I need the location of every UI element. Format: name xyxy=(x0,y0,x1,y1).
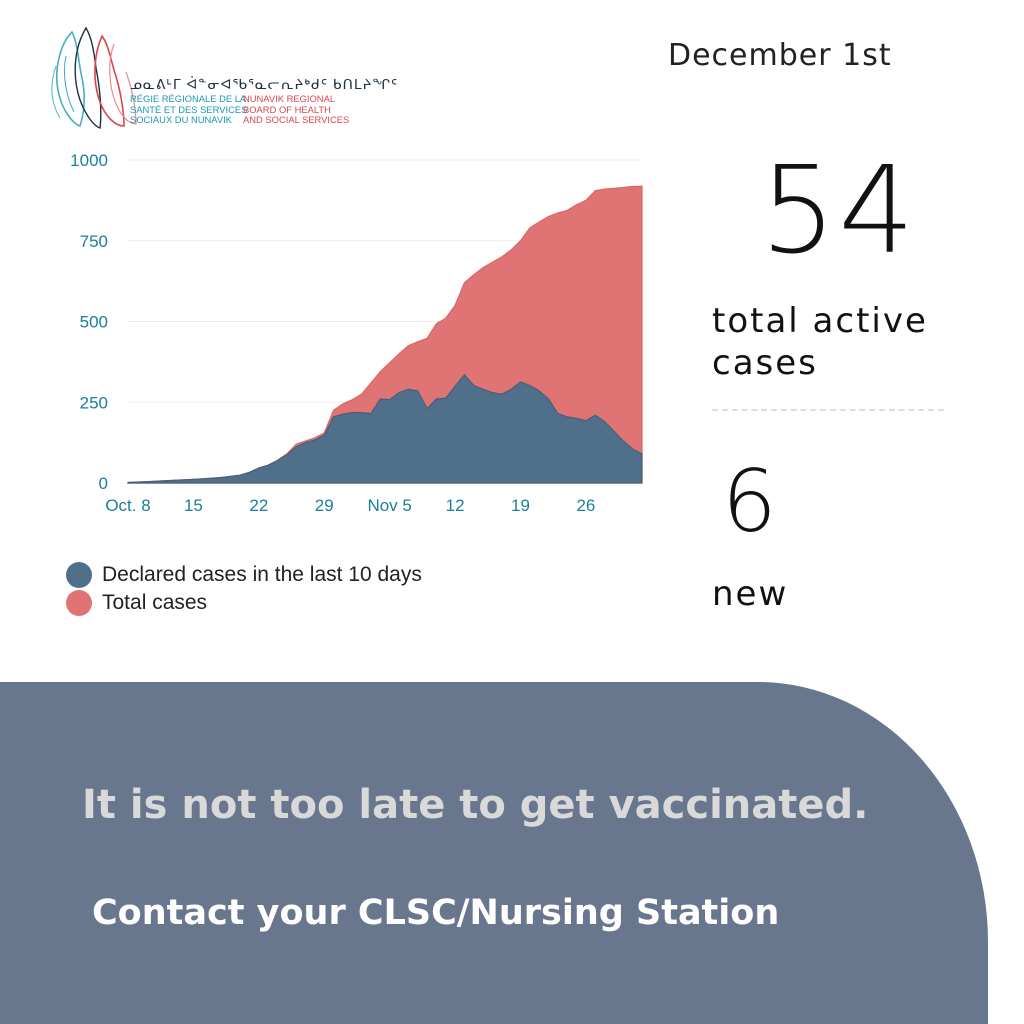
logo xyxy=(44,26,354,134)
new-cases-label: new xyxy=(712,574,789,614)
y-tick-label: 500 xyxy=(80,313,108,332)
active-cases-count: 54 xyxy=(760,142,917,281)
y-tick-label: 0 xyxy=(99,474,108,493)
logo-syllabics: ᓄᓇᕕᒻᒥ ᐋᓐᓂᐊᖃᕐᓇᓕᕆᔨᒃᑯᑦ ᑲᑎᒪᔨᖏᑦ xyxy=(130,76,399,92)
x-tick-label: 19 xyxy=(511,496,530,515)
legend-swatch-total xyxy=(66,590,92,616)
divider xyxy=(712,409,944,411)
logo-figures-icon xyxy=(51,26,137,129)
y-tick-label: 250 xyxy=(80,393,108,412)
logo-english-name: NUNAVIK REGIONAL BOARD OF HEALTH AND SOC… xyxy=(243,93,350,126)
logo-fr-line: SOCIAUX DU NUNAVIK xyxy=(130,114,232,126)
series-area-declared xyxy=(127,373,643,484)
x-tick-label: 15 xyxy=(184,496,203,515)
legend-swatch-declared xyxy=(66,562,92,588)
logo-en-line: AND SOCIAL SERVICES xyxy=(243,114,350,126)
report-date: December 1st xyxy=(668,38,892,73)
chart-legend: Declared cases in the last 10 days Total… xyxy=(66,560,466,616)
logo-fr-line: SANTÉ ET DES SERVICES xyxy=(130,103,248,115)
x-tick-label: 29 xyxy=(315,496,334,515)
legend-item-total: Total cases xyxy=(66,588,466,616)
x-tick-label: 26 xyxy=(576,496,595,515)
vaccination-banner: It is not too late to get vaccinated. Co… xyxy=(0,682,988,1024)
legend-item-declared: Declared cases in the last 10 days xyxy=(66,560,466,588)
banner-headline: It is not too late to get vaccinated. xyxy=(82,782,869,828)
active-cases-label: total active cases xyxy=(712,301,928,383)
x-tick-label: Nov 5 xyxy=(367,496,411,515)
y-tick-label: 750 xyxy=(80,232,108,251)
logo-en-line: NUNAVIK REGIONAL xyxy=(243,93,336,104)
banner-contact-text: Contact your CLSC/Nursing Station xyxy=(92,893,780,933)
y-tick-label: 1000 xyxy=(70,151,108,170)
logo-en-line: BOARD OF HEALTH xyxy=(243,103,331,115)
new-cases-count: 6 xyxy=(722,452,777,552)
x-tick-label: 22 xyxy=(249,496,268,515)
legend-label-total: Total cases xyxy=(102,591,208,614)
x-tick-label: 12 xyxy=(446,496,465,515)
cases-area-chart: 0 250 500 750 1000 Oct. 8 15 22 29 Nov 5 12 19 26 xyxy=(70,151,643,515)
logo-french-name: RÉGIE RÉGIONALE DE LA SANTÉ ET DES SERVI… xyxy=(130,93,248,126)
x-tick-label: Oct. 8 xyxy=(105,496,150,515)
legend-label-declared: Declared cases in the last 10 days xyxy=(102,563,422,586)
logo-fr-line: RÉGIE RÉGIONALE DE LA xyxy=(130,93,247,104)
